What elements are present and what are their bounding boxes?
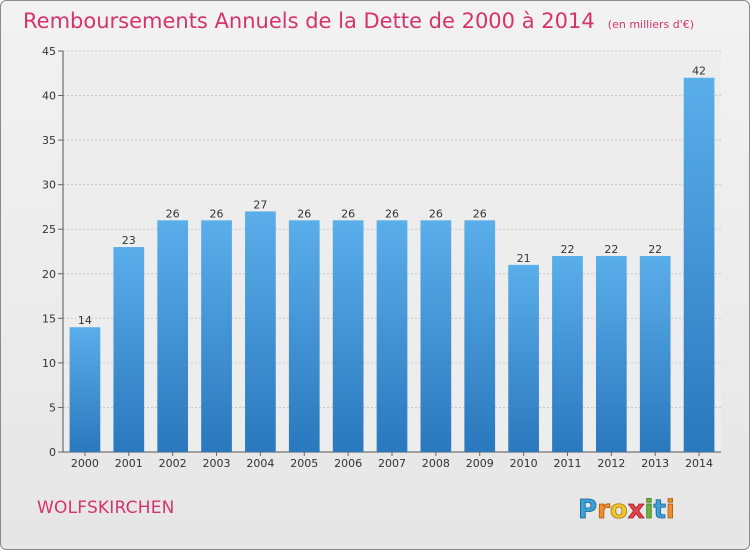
x-tick-label: 2007 (378, 457, 406, 470)
bar (332, 220, 364, 452)
bar (376, 220, 408, 452)
y-tick-label: 5 (49, 401, 56, 414)
data-label: 26 (341, 207, 355, 220)
data-label: 14 (78, 314, 92, 327)
y-tick-label: 30 (42, 179, 56, 192)
y-tick-label: 15 (42, 312, 56, 325)
x-tick-label: 2002 (159, 457, 187, 470)
x-tick-label: 2003 (203, 457, 231, 470)
data-label: 26 (297, 207, 311, 220)
proxiti-logo: Proxiti (578, 495, 676, 526)
unit-text: (en milliers d'€) (607, 18, 695, 31)
bar (639, 255, 671, 452)
data-label: 26 (429, 207, 443, 220)
x-tick-label: 2012 (597, 457, 625, 470)
bar (157, 220, 189, 452)
bar (69, 327, 101, 452)
chart-title: Remboursements Annuels de la Dette de 20… (23, 9, 694, 33)
y-tick-label: 35 (42, 134, 56, 147)
x-tick-label: 2013 (641, 457, 669, 470)
data-label: 26 (210, 207, 224, 220)
x-tick-label: 2005 (290, 457, 318, 470)
bar (464, 220, 496, 452)
y-tick-label: 40 (42, 90, 56, 103)
bar (113, 247, 145, 452)
bar (508, 264, 539, 452)
y-tick-label: 10 (42, 357, 56, 370)
data-label: 26 (473, 207, 487, 220)
bar (552, 255, 583, 452)
data-label: 27 (253, 198, 267, 211)
y-tick-label: 45 (42, 45, 56, 58)
x-tick-label: 2011 (553, 457, 581, 470)
bar (201, 220, 232, 452)
x-tick-label: 2001 (115, 457, 143, 470)
data-label: 26 (166, 207, 180, 220)
y-tick-label: 0 (49, 446, 56, 459)
bar (683, 77, 715, 452)
data-label: 21 (517, 252, 531, 265)
commune-name: WOLFSKIRCHEN (37, 498, 175, 518)
x-tick-label: 2000 (71, 457, 99, 470)
y-tick-label: 20 (42, 268, 56, 281)
data-label: 22 (604, 243, 618, 256)
x-tick-label: 2006 (334, 457, 362, 470)
x-tick-label: 2014 (685, 457, 713, 470)
x-tick-label: 2010 (510, 457, 538, 470)
title-text: Remboursements Annuels de la Dette de 20… (23, 9, 595, 33)
data-label: 26 (385, 207, 399, 220)
data-label: 22 (648, 243, 662, 256)
bar (288, 220, 320, 452)
svg-text:Proxiti: Proxiti (578, 495, 675, 525)
bar (420, 220, 452, 452)
bar (245, 211, 276, 452)
bar (595, 255, 627, 452)
x-tick-label: 2004 (246, 457, 274, 470)
data-label: 22 (560, 243, 574, 256)
x-tick-label: 2008 (422, 457, 450, 470)
data-label: 23 (122, 234, 136, 247)
data-label: 42 (692, 65, 706, 78)
y-tick-label: 25 (42, 223, 56, 236)
x-tick-label: 2009 (466, 457, 494, 470)
